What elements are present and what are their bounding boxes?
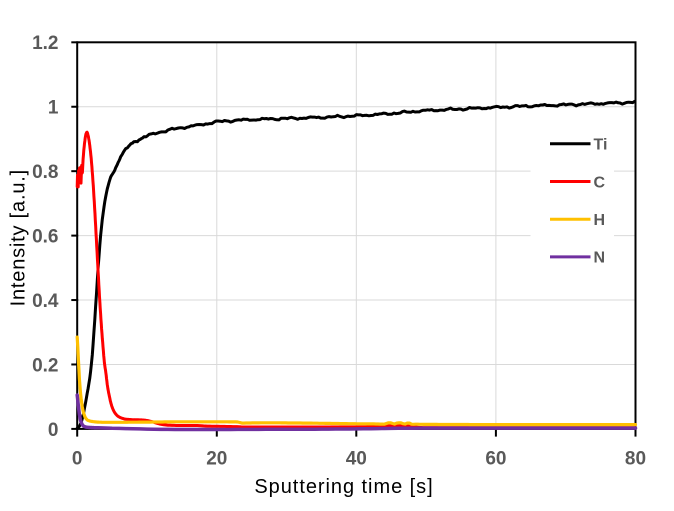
svg-text:1: 1 bbox=[48, 98, 59, 119]
svg-text:1.2: 1.2 bbox=[32, 33, 58, 54]
svg-text:C: C bbox=[594, 174, 606, 191]
svg-text:0: 0 bbox=[48, 420, 59, 441]
svg-text:Sputtering time [s]: Sputtering time [s] bbox=[254, 476, 433, 498]
svg-text:0.2: 0.2 bbox=[32, 355, 58, 376]
svg-text:0.6: 0.6 bbox=[32, 227, 58, 248]
svg-text:0.4: 0.4 bbox=[32, 291, 59, 312]
svg-text:Ti: Ti bbox=[594, 137, 608, 154]
svg-text:20: 20 bbox=[206, 448, 227, 469]
svg-text:N: N bbox=[594, 250, 606, 267]
svg-text:0: 0 bbox=[72, 448, 83, 469]
svg-text:H: H bbox=[594, 212, 606, 229]
svg-text:40: 40 bbox=[346, 448, 367, 469]
svg-text:Intensity [a.u.]: Intensity [a.u.] bbox=[7, 169, 29, 306]
svg-text:60: 60 bbox=[485, 448, 506, 469]
svg-text:0.8: 0.8 bbox=[32, 162, 58, 183]
svg-text:80: 80 bbox=[625, 448, 646, 469]
